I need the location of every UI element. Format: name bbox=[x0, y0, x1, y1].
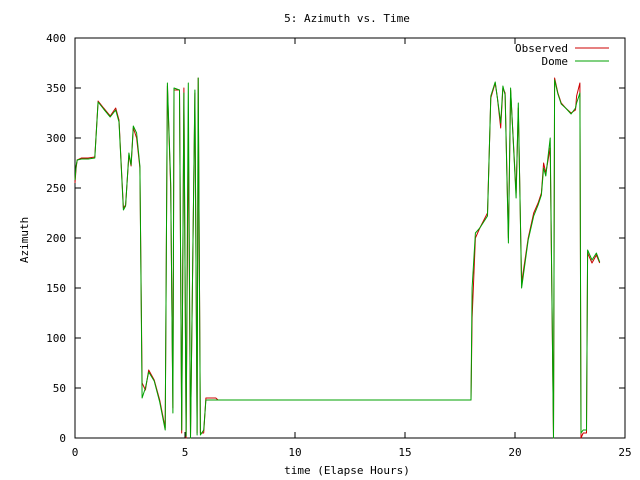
y-tick-label: 50 bbox=[53, 382, 66, 395]
x-tick-label: 15 bbox=[398, 446, 411, 459]
y-tick-label: 200 bbox=[46, 232, 66, 245]
y-tick-label: 100 bbox=[46, 332, 66, 345]
x-tick-label: 20 bbox=[508, 446, 521, 459]
x-tick-label: 25 bbox=[618, 446, 631, 459]
legend-label-dome: Dome bbox=[542, 55, 569, 68]
x-tick-label: 5 bbox=[182, 446, 189, 459]
series-line-dome bbox=[74, 77, 601, 439]
y-tick-label: 400 bbox=[46, 32, 66, 45]
plot-frame bbox=[74, 37, 626, 439]
y-axis-label: Azimuth bbox=[18, 217, 31, 263]
x-tick-label: 0 bbox=[72, 446, 79, 459]
y-tick-label: 350 bbox=[46, 82, 66, 95]
y-tick-label: 300 bbox=[46, 132, 66, 145]
legend-label-observed: Observed bbox=[515, 42, 568, 55]
series-group bbox=[74, 77, 601, 439]
y-tick-label: 250 bbox=[46, 182, 66, 195]
x-tick-label: 10 bbox=[288, 446, 301, 459]
y-tick-label: 150 bbox=[46, 282, 66, 295]
y-tick-label: 0 bbox=[59, 432, 66, 445]
x-axis-label: time (Elapse Hours) bbox=[284, 464, 410, 477]
chart-title: 5: Azimuth vs. Time bbox=[284, 12, 410, 25]
